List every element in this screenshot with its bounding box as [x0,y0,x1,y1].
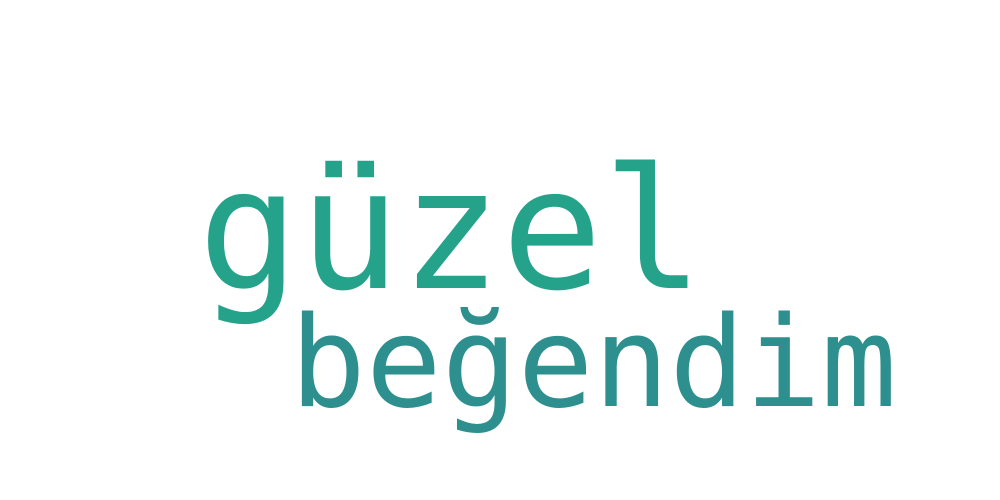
word-guzel: güzel [198,132,704,328]
word-begendim: beğendim [290,289,897,436]
